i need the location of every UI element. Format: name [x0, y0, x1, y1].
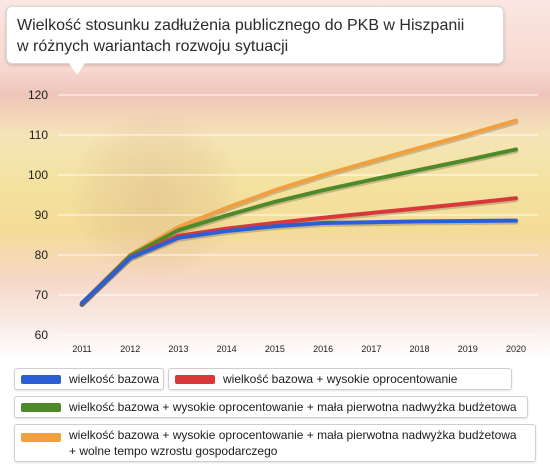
y-tick-label: 100 [28, 168, 48, 182]
x-tick-label: 2017 [361, 344, 381, 354]
legend-swatch-orange [21, 433, 61, 442]
x-tick-label: 2012 [120, 344, 140, 354]
title-callout: Wielkość stosunku zadłużenia publicznego… [6, 6, 504, 75]
y-tick-label: 60 [35, 328, 49, 342]
legend-swatch-red [175, 374, 215, 384]
y-tick-label: 90 [35, 208, 49, 222]
coat-of-arms-emblem [70, 110, 240, 280]
legend-label: wielkość bazowa + wysokie oprocentowanie… [69, 428, 517, 442]
x-tick-label: 2014 [217, 344, 237, 354]
y-tick-label: 120 [28, 88, 48, 102]
chart-title-line-1: Wielkość stosunku zadłużenia publicznego… [17, 17, 465, 34]
x-tick-label: 2018 [410, 344, 430, 354]
series-line-shadow [79, 219, 519, 307]
x-tick-label: 2011 [72, 344, 91, 354]
legend-item-slow-growth: wielkość bazowa + wysokie oprocentowanie… [14, 424, 536, 462]
series-lines [79, 118, 519, 307]
legend-label: wielkość bazowa + wysokie oprocentowanie [223, 372, 458, 386]
chart-title-line-2: w różnych wariantach rozwoju sytuacji [17, 38, 289, 55]
series-line-shadow [79, 119, 519, 307]
legend-item-baseline: wielkość bazowa [14, 368, 164, 390]
y-tick-label: 70 [35, 288, 49, 302]
legend-item-low-surplus: wielkość bazowa + wysokie oprocentowanie… [14, 396, 528, 418]
series-line [80, 218, 518, 305]
series-line [80, 147, 518, 305]
legend-label: wielkość bazowa [69, 372, 160, 386]
legend-label-continuation: + wolne tempo wzrostu gospodarczego [69, 444, 278, 458]
x-tick-label: 2013 [168, 344, 188, 354]
legend-swatch-green [21, 402, 61, 412]
x-tick-label: 2020 [506, 344, 526, 354]
gridlines [58, 94, 538, 336]
x-axis-ticks: 2011 2012 2013 2014 2015 2016 2017 2018 2019 2020 [72, 344, 526, 354]
legend: wielkość bazowa wielkość bazowa + wysoki… [14, 368, 540, 464]
legend-item-high-interest: wielkość bazowa + wysokie oprocentowanie [168, 368, 512, 390]
x-tick-label: 2016 [313, 344, 333, 354]
legend-swatch-blue [21, 374, 61, 384]
x-tick-label: 2019 [458, 344, 478, 354]
y-tick-label: 110 [29, 128, 48, 142]
series-line [80, 118, 518, 305]
x-tick-label: 2015 [265, 344, 285, 354]
y-axis-ticks: 60 70 80 90 100 110 120 [28, 88, 48, 342]
y-tick-label: 80 [35, 248, 49, 262]
legend-label: wielkość bazowa + wysokie oprocentowanie… [69, 400, 517, 414]
